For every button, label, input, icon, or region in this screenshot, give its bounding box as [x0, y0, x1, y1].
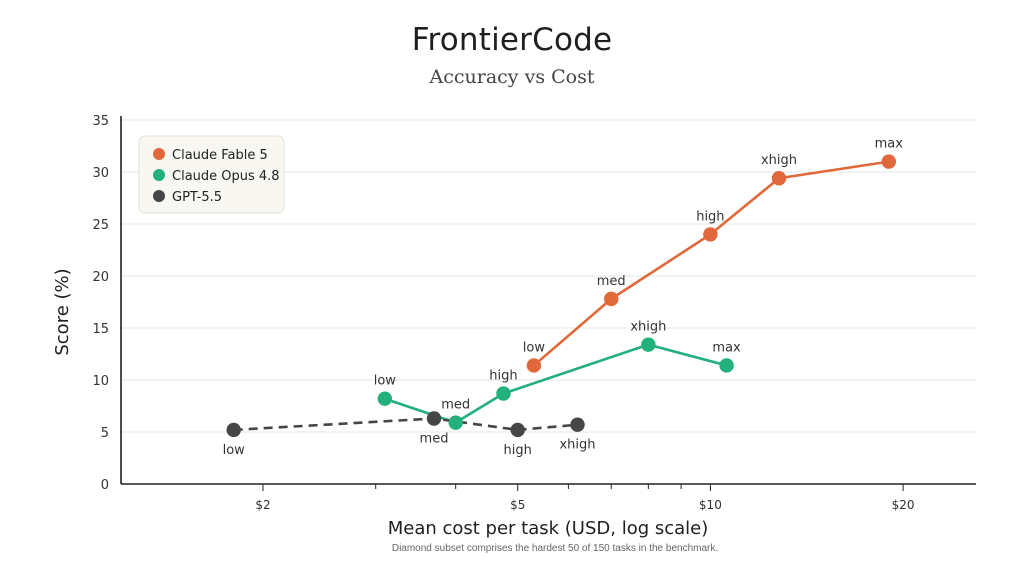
x-axis-label: Mean cost per task (USD, log scale) [388, 518, 709, 539]
data-point [881, 154, 897, 169]
chart-subtitle: Accuracy vs Cost [429, 66, 595, 88]
y-tick-label: 0 [101, 478, 109, 493]
y-tick-label: 20 [92, 270, 109, 285]
data-label: low [223, 443, 246, 458]
data-label: high [504, 443, 532, 458]
x-tick-label: $20 [892, 498, 915, 512]
data-label: low [374, 374, 397, 389]
y-tick-label: 15 [92, 322, 109, 337]
y-tick-label: 30 [92, 166, 109, 181]
legend-box [138, 135, 285, 214]
y-axis-label: Score (%) [52, 268, 73, 355]
data-label: xhigh [630, 320, 666, 335]
footnote: Diamond subset comprises the hardest 50 … [391, 543, 719, 554]
legend-marker [153, 190, 165, 202]
data-point [604, 291, 619, 307]
data-point [526, 358, 542, 373]
legend-label: GPT-5.5 [172, 190, 222, 205]
x-tick-label: $5 [510, 498, 525, 512]
data-label: med [441, 398, 470, 413]
data-point [771, 171, 787, 186]
y-tick-label: 10 [92, 374, 109, 389]
data-point [641, 337, 656, 352]
data-label: low [523, 340, 546, 355]
series-line [384, 343, 727, 424]
series-line [533, 160, 890, 367]
data-label: high [696, 209, 724, 224]
data-point [496, 386, 511, 401]
data-point [719, 358, 734, 373]
data-point [510, 422, 525, 438]
data-label: xhigh [761, 153, 797, 168]
legend-marker [153, 148, 165, 160]
data-point [703, 227, 718, 242]
data-label: med [420, 431, 449, 446]
data-label: med [597, 274, 626, 289]
y-tick-label: 5 [101, 426, 109, 441]
data-point [426, 411, 442, 426]
data-point [448, 415, 463, 430]
data-label: xhigh [559, 438, 595, 453]
data-label: max [875, 137, 904, 152]
data-point [377, 391, 393, 406]
chart-title: FrontierCode [411, 22, 613, 58]
legend-label: Claude Fable 5 [172, 148, 268, 163]
y-tick-label: 35 [92, 114, 109, 129]
data-point [570, 417, 585, 432]
legend-marker [153, 169, 165, 181]
x-tick-label: $10 [699, 498, 722, 512]
legend-label: Claude Opus 4.8 [172, 169, 280, 184]
y-tick-label: 25 [92, 218, 109, 233]
series-line [233, 417, 578, 432]
data-label: high [489, 369, 517, 384]
x-tick-label: $2 [255, 498, 270, 512]
data-label: max [712, 340, 741, 355]
data-point [226, 422, 241, 438]
